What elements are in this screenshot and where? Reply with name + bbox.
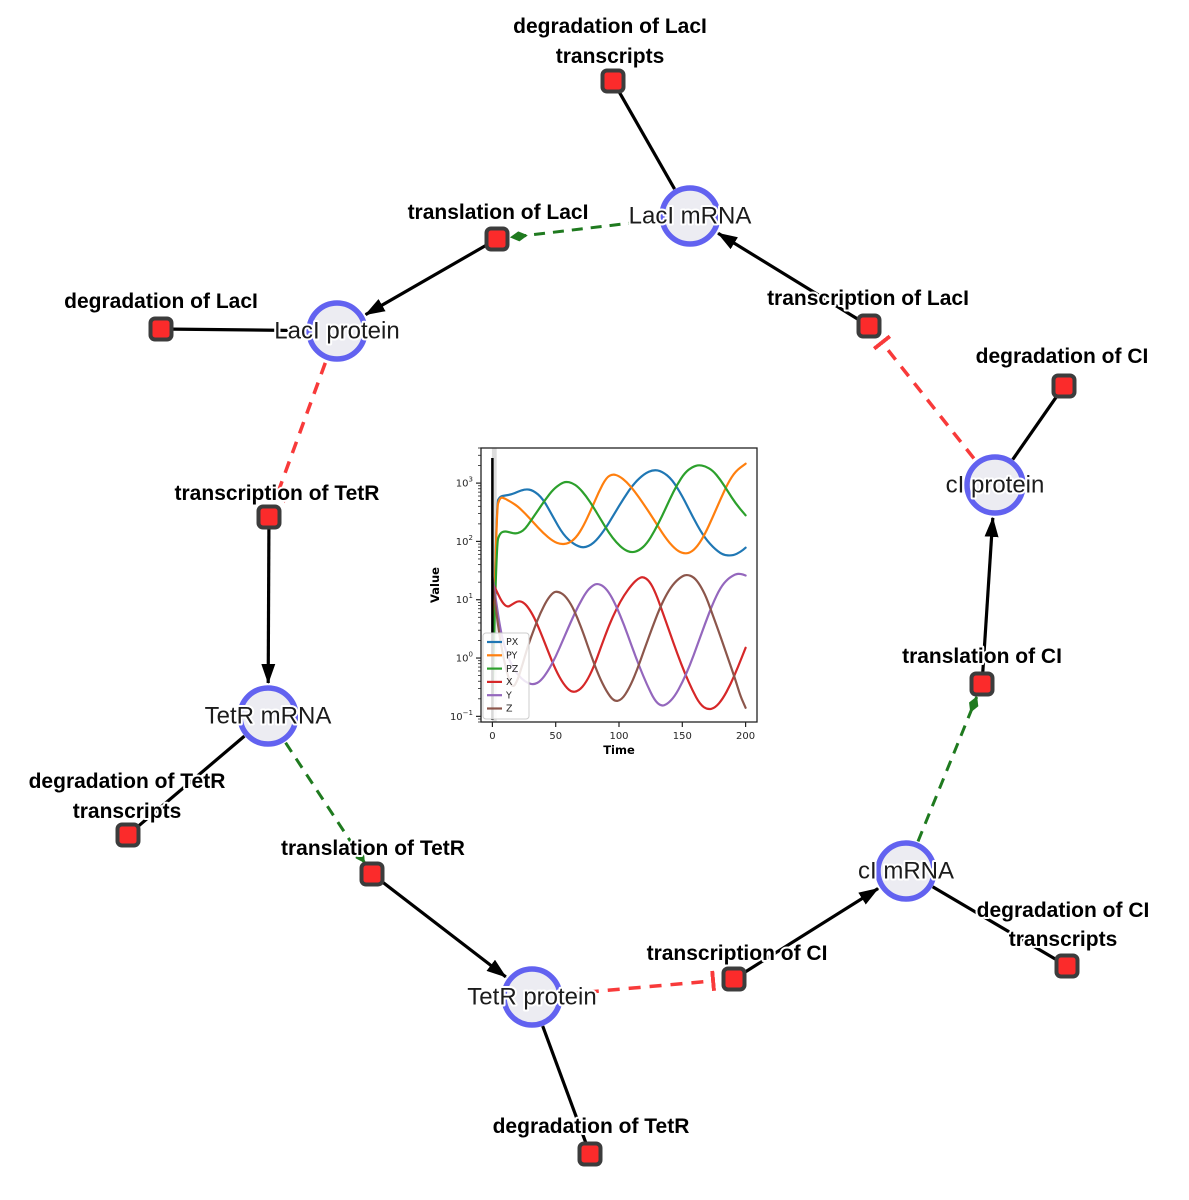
- chart-series-PZ: [491, 464, 747, 708]
- reaction-node-deg_tetr_tx: [115, 822, 141, 848]
- reaction-label-transl_laci: translation of LacI: [408, 201, 589, 224]
- chart-xlabel: Time: [603, 743, 635, 757]
- reaction-label-deg_tetr: degradation of TetR: [493, 1115, 690, 1138]
- edge-consumption-laci_mrna-deg_laci_tx: [617, 90, 676, 190]
- reaction-label-deg_laci: degradation of LacI: [64, 290, 258, 313]
- reaction-node-deg_ci_tx: [1054, 953, 1080, 979]
- legend-label-X: X: [506, 677, 513, 688]
- species-node-tetr_mrna: [237, 685, 299, 747]
- legend-label-PX: PX: [506, 637, 519, 648]
- chart-series-X: [491, 576, 747, 711]
- legend-label-PZ: PZ: [506, 664, 519, 675]
- edge-activation-ci_mrna-transl_ci: [916, 696, 979, 842]
- edge-inhibition-tetr_protein-transc_ci: [565, 970, 716, 996]
- species-label-laci_mrna: LacI mRNA: [629, 203, 752, 230]
- reaction-label-transc_tetr: transcription of TetR: [175, 482, 380, 505]
- reaction-label-deg_tetr_tx-line2: transcripts: [73, 800, 182, 823]
- x-tick-label: 0: [489, 731, 495, 742]
- edge-consumption-tetr_protein-deg_tetr: [541, 1025, 588, 1144]
- y-tick-label: 102: [456, 534, 473, 548]
- edge-production-transl_laci-laci_protein: [364, 243, 488, 316]
- edge-activation-laci_mrna-transl_laci: [509, 218, 659, 242]
- edge-inhibition-laci_protein-transc_tetr: [266, 362, 327, 503]
- edge-consumption-ci_mrna-deg_ci_tx: [931, 885, 1058, 962]
- nodes-layer: [115, 68, 1080, 1167]
- reaction-label-deg_ci: degradation of CI: [976, 345, 1149, 368]
- reaction-label-deg_ci_tx-line1: degradation of CI: [977, 899, 1150, 922]
- chart-series-PX: [491, 469, 747, 700]
- species-node-tetr_protein: [501, 966, 563, 1028]
- reaction-node-deg_laci: [148, 316, 174, 342]
- species-node-ci_protein: [964, 454, 1026, 516]
- reaction-node-transl_ci: [969, 671, 995, 697]
- species-label-tetr_mrna: TetR mRNA: [205, 703, 332, 730]
- edge-production-transl_ci-ci_protein: [981, 516, 999, 673]
- reaction-label-deg_tetr_tx-line1: degradation of TetR: [29, 770, 226, 793]
- edge-production-transc_laci-laci_mrna: [717, 231, 860, 322]
- species-node-laci_mrna: [659, 185, 721, 247]
- reaction-node-transl_laci: [484, 226, 510, 252]
- species-label-ci_protein: cI protein: [946, 472, 1045, 499]
- reaction-node-deg_tetr: [577, 1141, 603, 1167]
- reaction-label-transc_ci: transcription of CI: [647, 942, 828, 965]
- reaction-label-transc_laci: transcription of LacI: [767, 287, 969, 310]
- x-tick-label: 100: [609, 731, 628, 742]
- legend-label-PY: PY: [506, 651, 518, 662]
- edge-production-transl_tetr-tetr_protein: [380, 880, 507, 979]
- species-node-ci_mrna: [875, 840, 937, 902]
- reaction-label-deg_laci_tx-line2: transcripts: [556, 45, 665, 68]
- chart-legend: PX PY PZ XYZ: [482, 632, 530, 720]
- reaction-label-transl_tetr: translation of TetR: [281, 837, 465, 860]
- reaction-label-deg_ci_tx-line2: transcripts: [1009, 928, 1118, 951]
- reaction-node-deg_ci: [1051, 373, 1077, 399]
- reaction-node-transc_ci: [721, 966, 747, 992]
- species-label-laci_protein: LacI protein: [274, 318, 399, 345]
- reaction-node-transc_laci: [856, 313, 882, 339]
- labels-layer: degradation of LacI transcripts translatio…: [27, 13, 1152, 1140]
- reaction-label-deg_laci_tx-line1: degradation of LacI: [513, 15, 707, 38]
- legend-label-Y: Y: [505, 690, 512, 701]
- y-tick-label: 101: [456, 592, 473, 606]
- legend-label-Z: Z: [506, 704, 513, 715]
- reaction-node-transc_tetr: [256, 504, 282, 530]
- y-tick-label: 103: [456, 476, 473, 490]
- edge-consumption-ci_protein-deg_ci: [1011, 394, 1059, 461]
- x-tick-label: 200: [736, 731, 755, 742]
- edge-consumption-tetr_mrna-deg_tetr_tx: [136, 734, 246, 829]
- chart-series-PY: [491, 462, 747, 700]
- y-tick-label: 10−1: [450, 709, 473, 723]
- chart-series-layer: [491, 462, 747, 711]
- reaction-node-transl_tetr: [359, 861, 385, 887]
- species-label-tetr_protein: TetR protein: [467, 984, 596, 1011]
- x-tick-label: 50: [549, 731, 562, 742]
- species-label-ci_mrna: cI mRNA: [858, 858, 954, 885]
- edge-activation-tetr_mrna-transl_tetr: [284, 741, 366, 864]
- chart-y-ticks: 10−1 100 101 102 103: [450, 447, 481, 723]
- y-tick-label: 100: [456, 651, 473, 665]
- chart-ylabel: Value: [428, 567, 442, 603]
- edge-production-transc_ci-ci_mrna: [743, 887, 879, 974]
- chart-series-Z: [491, 573, 747, 709]
- edges-layer: [136, 90, 1059, 1144]
- edge-inhibition-ci_protein-transc_laci: [872, 334, 976, 460]
- species-node-laci_protein: [306, 300, 368, 362]
- edge-consumption-laci_protein-deg_laci: [172, 327, 307, 333]
- chart-x-ticks: 0 50 100 150 200: [489, 722, 755, 742]
- reaction-label-transl_ci: translation of CI: [902, 645, 1062, 668]
- x-tick-label: 150: [673, 731, 692, 742]
- edge-production-transc_tetr-tetr_mrna: [261, 528, 276, 684]
- reaction-node-deg_laci_tx: [600, 68, 626, 94]
